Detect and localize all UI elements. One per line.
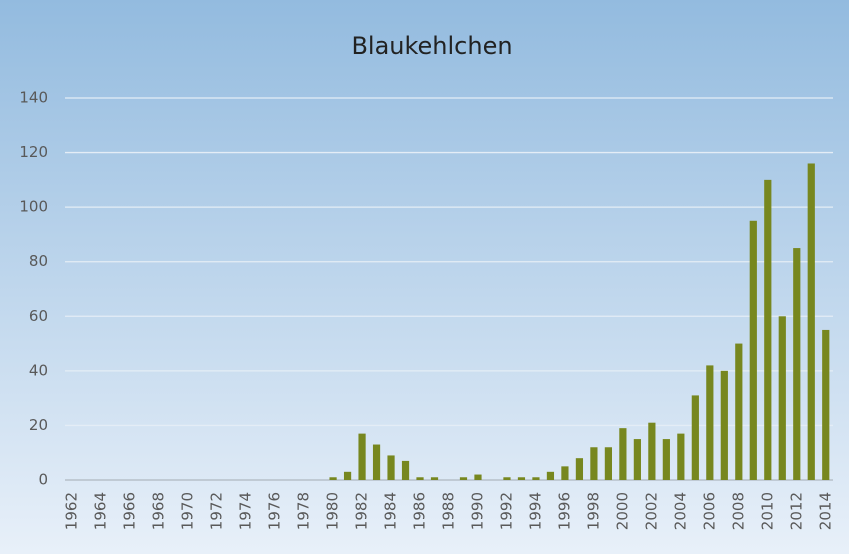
chart-title: Blaukehlchen [351,32,512,60]
bar [706,365,714,480]
x-tick-label: 2004 [671,492,689,530]
y-tick-label: 60 [29,307,48,325]
x-tick-label: 1976 [266,492,284,530]
bar [517,477,526,480]
bar [358,433,366,480]
x-tick-label: 1964 [92,492,110,530]
bar [619,428,627,480]
x-tick-label: 1966 [121,492,139,530]
bar [416,477,424,480]
bar [677,433,685,480]
bar [720,370,728,480]
x-tick-label: 2000 [613,492,631,530]
x-tick-label: 2006 [700,492,718,530]
x-tick-label: 1972 [208,492,226,530]
x-tick-label: 2002 [642,492,660,530]
x-tick-label: 1990 [468,492,486,530]
y-tick-label: 120 [19,143,48,161]
y-tick-label: 80 [29,252,48,270]
bar [793,248,801,480]
bar [575,458,584,480]
bar [329,477,337,480]
bar [401,460,410,480]
y-tick-label: 40 [29,361,48,379]
x-tick-label: 1962 [63,492,81,530]
x-tick-label: 1984 [382,492,400,530]
x-tick-label: 2014 [816,492,834,530]
y-tick-label: 0 [38,471,48,489]
bar [459,477,468,480]
bar [430,477,439,480]
x-tick-label: 1970 [179,492,197,530]
bar [633,439,641,480]
bar [648,422,656,480]
x-tick-label: 1992 [497,492,515,530]
bar [822,329,830,480]
bar [590,447,598,480]
x-tick-label: 1994 [526,492,544,530]
x-tick-label: 1978 [295,492,313,530]
y-tick-label: 140 [19,89,48,107]
bar [532,477,540,480]
bar [474,474,482,480]
bar [807,163,815,480]
x-tick-label: 2010 [758,492,776,530]
x-tick-label: 1996 [555,492,573,530]
bar [749,220,757,481]
bar [343,471,352,480]
x-tick-label: 1968 [150,492,168,530]
x-tick-label: 1988 [440,492,458,530]
bar [764,179,772,480]
bar [503,477,511,480]
bar [691,395,699,480]
x-tick-label: 1980 [324,492,342,530]
bar [372,444,381,480]
x-tick-label: 2012 [787,492,805,530]
bar [546,471,555,480]
x-tick-label: 1986 [411,492,429,530]
x-tick-label: 1998 [584,492,602,530]
x-tick-label: 1974 [237,492,255,530]
x-tick-label: 1982 [353,492,371,530]
bar [778,316,786,480]
x-tick-label: 2008 [729,492,747,530]
bar [735,343,743,480]
bar [604,447,612,480]
bar [387,455,395,480]
y-tick-label: 100 [19,198,48,216]
bar [662,439,670,480]
y-tick-label: 20 [29,416,48,434]
bar [561,466,569,480]
